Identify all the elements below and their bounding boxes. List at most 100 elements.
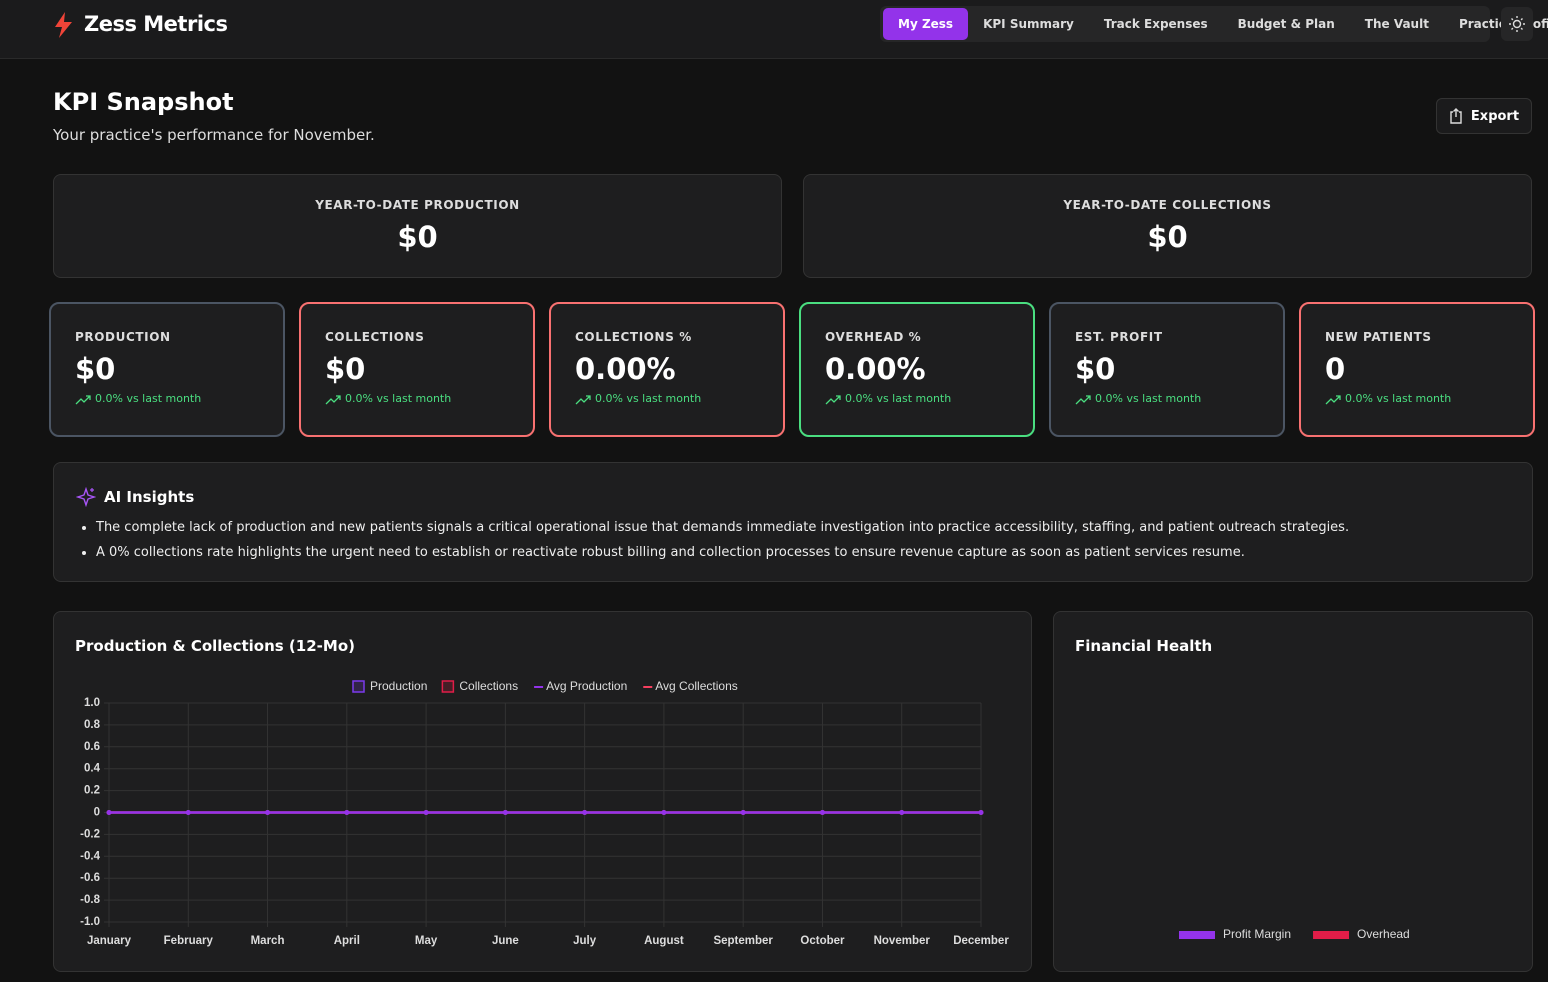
trend-icon [325,394,341,404]
y-tick-label: 1.0 [84,697,100,709]
trend-line [575,394,591,404]
export-icon [1450,108,1462,124]
legend-item: Overhead [1313,927,1410,941]
theme-toggle[interactable] [1501,7,1533,41]
kpi-card: EST. PROFIT $0 0.0% vs last month [1049,302,1285,437]
point [582,810,588,815]
point [502,810,508,815]
kpi-label: EST. PROFIT [1075,330,1163,344]
kpi-card: COLLECTIONS $0 0.0% vs last month [299,302,535,437]
legend-swatch [1313,931,1350,939]
kpi-label: OVERHEAD % [825,330,922,344]
trend-line [1075,394,1091,404]
x-tick-label: September [713,935,773,947]
x-tick-label: November [874,935,931,947]
kpi-label: PRODUCTION [75,330,171,344]
legend-label: Overhead [1357,927,1410,941]
ytd-label: YEAR-TO-DATE COLLECTIONS [1063,198,1272,212]
kpi-change: 0.0% vs last month [75,392,283,405]
kpi-label: COLLECTIONS [325,330,425,344]
kpi-label: COLLECTIONS % [575,330,692,344]
sparkle-icon [76,487,96,507]
trend-icon [1075,394,1091,404]
trend-icon [75,394,91,404]
legend-item: Production [352,679,427,693]
point [661,810,667,815]
legend-item: Avg Production [534,679,627,693]
kpi-card: PRODUCTION $0 0.0% vs last month [49,302,285,437]
legend-item: Avg Collections [643,679,738,693]
chart-card: Production & Collections (12-Mo) -1.0 -0.… [53,611,1032,972]
y-tick-label: -0.2 [80,828,100,840]
trend-line [325,394,341,404]
trend-line [825,394,841,404]
kpi-change: 0.0% vs last month [325,392,533,405]
kpi-change: 0.0% vs last month [825,392,1033,405]
point [185,810,191,815]
x-tick-label: December [953,935,1009,947]
trend-line [1325,394,1341,404]
brand: Zess Metrics [84,12,228,36]
chart-title: Production & Collections (12-Mo) [75,637,355,655]
page-subtitle: Your practice's performance for November… [53,126,375,144]
point [740,810,746,815]
nav-item[interactable]: Track Expenses [1103,17,1208,31]
legend-label: Profit Margin [1223,927,1291,941]
legend-label: Production [370,679,427,693]
x-tick-label: October [800,935,845,947]
legend-item: Profit Margin [1179,927,1291,941]
chart: -1.0 -0.8 -0.6 -0.4 -0.2 0 0.2 0.4 0.6 0.8 1.0 Janu… [80,679,1009,947]
kpi-label: NEW PATIENTS [1325,330,1432,344]
y-tick-label: 0.2 [84,785,100,797]
point [265,810,271,815]
kpi-change: 0.0% vs last month [1325,392,1533,405]
kpi-value: $0 [75,352,116,386]
insight: The complete lack of production and new … [96,515,1532,540]
trend-icon [825,394,841,404]
point [423,810,429,815]
top-bar: Zess Metrics My Zess KPI Summary Track Exp… [0,0,1548,59]
nav-item[interactable]: My Zess [883,8,969,40]
legend-label: Avg Production [546,679,627,693]
x-tick-label: April [334,935,360,947]
kpi-change: 0.0% vs last month [1075,392,1283,405]
export-button[interactable]: Export [1436,98,1532,134]
y-tick-label: -0.4 [80,850,100,862]
kpi-card: NEW PATIENTS 0 0.0% vs last month [1299,302,1535,437]
trend-icon [1325,394,1341,404]
x-tick-label: February [164,935,214,947]
y-tick-label: 0.8 [84,719,101,731]
kpi-value: $0 [325,352,366,386]
point [344,810,350,815]
nav-item[interactable]: Budget & Plan [1237,17,1335,31]
legend-label: Avg Collections [655,679,738,693]
kpi-change-text: 0.0% vs last month [845,392,952,405]
x-tick-label: June [492,935,519,947]
kpi-change-text: 0.0% vs last month [95,392,202,405]
insights-list: The complete lack of production and new … [76,515,1532,565]
legend-item: Collections [441,679,518,693]
nav: My Zess KPI Summary Track Expenses Budget &… [880,6,1548,42]
kpi-change-text: 0.0% vs last month [1095,392,1202,405]
point [899,810,905,815]
y-tick-label: 0.6 [84,741,100,753]
nav-item[interactable]: The Vault [1364,17,1429,31]
point [106,810,112,815]
kpi-card: COLLECTIONS % 0.00% 0.0% vs last month [549,302,785,437]
x-tick-label: May [415,935,438,947]
x-tick-label: August [644,935,684,947]
trend-icon [575,394,591,404]
kpi-change-text: 0.0% vs last month [595,392,702,405]
ytd-card: YEAR-TO-DATE PRODUCTION $0 [53,174,782,278]
financial-health-chart: Profit Margin Overhead [1179,927,1410,941]
y-tick-label: -1.0 [80,916,100,928]
logo [55,12,72,38]
ytd-value: $0 [1147,220,1188,254]
insight: A 0% collections rate highlights the urg… [96,540,1532,565]
ai-insights: AI Insights The complete lack of product… [53,462,1533,582]
ytd-label: YEAR-TO-DATE PRODUCTION [315,198,520,212]
x-tick-label: January [87,935,132,947]
nav-item[interactable]: KPI Summary [983,17,1074,31]
y-tick-label: 0.4 [84,763,101,775]
legend-swatch [352,680,365,693]
